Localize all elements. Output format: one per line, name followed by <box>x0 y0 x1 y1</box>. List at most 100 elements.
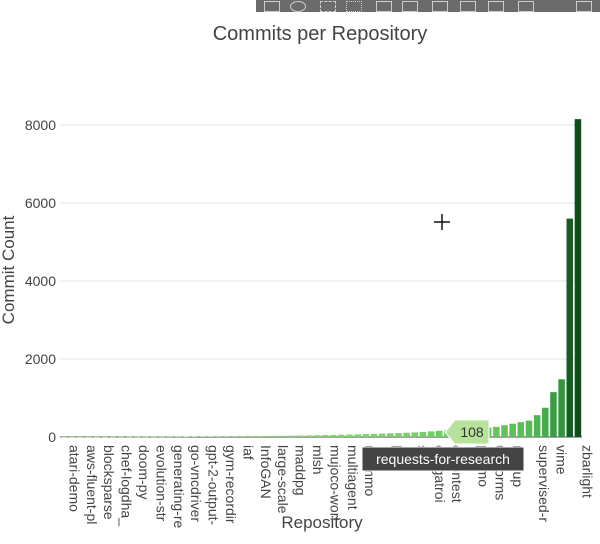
x-tick-label: evolution-str <box>153 445 169 522</box>
plotly-logo-icon[interactable] <box>576 1 592 12</box>
pan-icon[interactable] <box>320 1 336 12</box>
bar <box>321 435 329 437</box>
crosshair-cursor-icon <box>434 214 450 230</box>
y-tick-label: 4000 <box>25 273 56 289</box>
reset-axes-icon[interactable] <box>460 1 476 12</box>
x-tick-label: go-vncdriver <box>188 445 204 522</box>
x-tick-label: maddpg <box>293 445 309 496</box>
bar <box>338 434 345 437</box>
bar <box>215 436 223 437</box>
bar <box>354 434 361 437</box>
x-tick-label: mlsh <box>310 445 326 475</box>
bar <box>240 436 247 437</box>
x-tick-label: doom-py <box>136 445 152 499</box>
hover-tooltip: 108 requests-for-research <box>361 419 525 472</box>
bar <box>558 379 565 437</box>
bar <box>289 435 296 437</box>
spike-lines-icon[interactable] <box>488 1 504 12</box>
x-tick-label: mujoco-worl <box>327 445 343 520</box>
x-tick-label: gym-recordir <box>223 445 239 524</box>
bar <box>223 436 231 437</box>
hover-label-box <box>361 446 525 472</box>
modebar-toolbar <box>256 0 600 12</box>
x-tick-label: chef-logdha_ <box>119 445 135 526</box>
zoom-in-icon[interactable] <box>376 1 392 12</box>
bar <box>517 422 525 437</box>
bar <box>436 430 443 437</box>
bar <box>183 436 190 438</box>
x-tick-label: vime <box>554 445 570 475</box>
zoom-out-icon[interactable] <box>402 1 418 12</box>
bar <box>272 435 280 437</box>
bar <box>158 436 166 438</box>
hover-label: requests-for-research <box>376 451 510 467</box>
x-tick-label: gpt-2-output- <box>206 445 222 525</box>
zoom-icon[interactable] <box>290 1 306 12</box>
bar <box>411 432 419 437</box>
bar <box>346 434 353 437</box>
y-tick-label: 8000 <box>25 117 56 133</box>
hover-value-box <box>444 419 490 445</box>
y-tick-label: 6000 <box>25 195 56 211</box>
bar <box>403 432 410 437</box>
bar <box>533 415 541 437</box>
camera-icon[interactable] <box>264 1 280 12</box>
x-tick-label: InfoGAN <box>258 445 274 499</box>
bars <box>60 119 582 438</box>
bar <box>60 436 68 438</box>
bar <box>207 436 215 437</box>
x-tick-label: large-scale <box>275 445 291 514</box>
bar <box>248 436 255 437</box>
bar <box>166 436 174 438</box>
autoscale-icon[interactable] <box>432 1 448 12</box>
bar <box>525 420 533 437</box>
bar <box>142 436 149 438</box>
gridlines <box>60 124 582 438</box>
x-tick-label: blocksparse <box>101 445 117 520</box>
bar <box>362 434 370 437</box>
bar <box>126 436 133 438</box>
bar <box>305 435 313 437</box>
y-tick-label: 0 <box>48 429 56 445</box>
bar <box>93 436 100 438</box>
bar <box>85 436 92 438</box>
bar <box>256 436 264 437</box>
x-tick-label: generating-re <box>171 445 187 528</box>
x-tick-label: aws-fluent-pl <box>84 445 100 524</box>
bar <box>395 433 402 437</box>
hover-value: 108 <box>460 424 484 440</box>
bar <box>329 434 337 437</box>
bar <box>68 436 76 438</box>
x-tick-label: iaf <box>240 445 256 460</box>
chart-title: Commits per Repository <box>213 23 428 45</box>
bar <box>550 392 557 437</box>
bar <box>387 433 394 437</box>
bar <box>134 436 141 438</box>
bar <box>281 435 288 437</box>
bar <box>501 425 508 437</box>
x-tick-label: atari-demo <box>66 445 82 512</box>
x-tick-label: multiagent <box>345 445 361 510</box>
bar <box>566 218 574 437</box>
bar <box>378 433 386 437</box>
bar <box>370 433 378 437</box>
bar <box>542 407 549 437</box>
x-tick-label: zbarlight <box>580 445 596 498</box>
bar <box>175 436 182 438</box>
bar <box>297 435 304 437</box>
bar <box>199 436 206 438</box>
bar <box>191 436 198 438</box>
bar <box>77 436 84 438</box>
x-tick-label: supervised-r <box>536 445 552 522</box>
bar <box>574 119 582 438</box>
compare-data-icon[interactable] <box>518 1 534 12</box>
bar <box>117 436 125 438</box>
bar <box>150 436 158 438</box>
x-axis-label: Repository <box>281 513 363 532</box>
bar <box>493 426 500 437</box>
bar <box>264 435 272 437</box>
box-select-icon[interactable] <box>346 1 362 12</box>
bar <box>101 436 109 438</box>
bar <box>419 431 427 437</box>
